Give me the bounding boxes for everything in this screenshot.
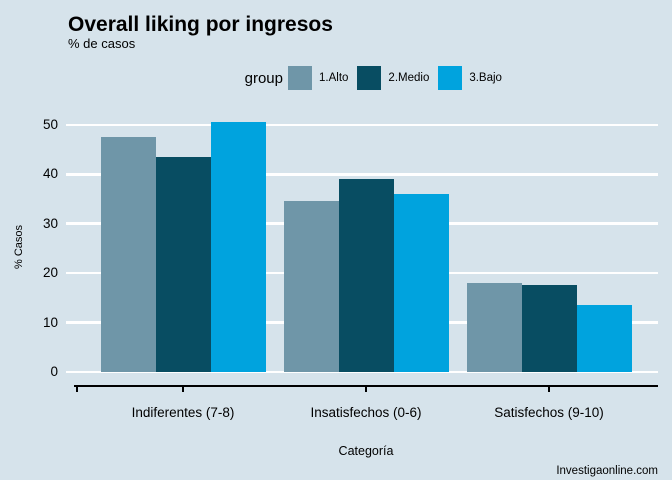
gridline [66,173,658,176]
x-axis-tick [182,385,184,392]
category-label: Indiferentes (7-8) [131,405,235,420]
category-label: Satisfechos (9-10) [494,405,604,420]
legend-swatch-icon [438,66,463,90]
bar-1-alto [283,201,339,372]
bar-2-medio [521,285,577,372]
bar-1-alto [100,137,156,372]
bar-1-alto [466,283,522,372]
legend-swatch-icon [357,66,382,90]
legend: group 1.Alto 2.Medio 3.Bajo [230,66,511,90]
chart-title: Overall liking por ingresos [68,13,333,36]
bar-3-bajo [210,122,266,372]
y-tick-label: 50 [42,116,58,132]
bar-2-medio [338,179,394,372]
legend-swatch-icon [288,66,312,90]
legend-entry-label: 1.Alto [319,72,349,84]
x-axis-tick [76,385,78,392]
y-tick-label: 10 [42,314,58,330]
bar-3-bajo [393,194,449,372]
x-axis-title: Categoría [338,444,394,458]
legend-entries: 1.Alto 2.Medio 3.Bajo [288,66,511,90]
legend-title: group [244,69,283,87]
bar-3-bajo [576,305,632,372]
source-caption: Investigaonline.com [556,465,658,477]
legend-entry: 1.Alto [288,66,357,90]
y-tick-label: 0 [50,364,58,379]
x-axis-tick [548,385,550,392]
chart-subtitle: % de casos [68,36,136,51]
x-axis-tick [365,385,367,392]
legend-entry: 2.Medio [357,66,438,90]
legend-entry: 3.Bajo [438,66,511,90]
bar-2-medio [155,156,211,372]
gridline [66,123,658,127]
y-tick-label: 30 [42,215,58,231]
legend-entry-label: 3.Bajo [469,72,502,84]
y-tick-label: 20 [42,265,58,281]
legend-entry-label: 2.Medio [388,72,430,84]
gridline [66,370,658,374]
y-tick-label: 40 [42,166,58,182]
category-label: Insatisfechos (0-6) [310,405,422,420]
